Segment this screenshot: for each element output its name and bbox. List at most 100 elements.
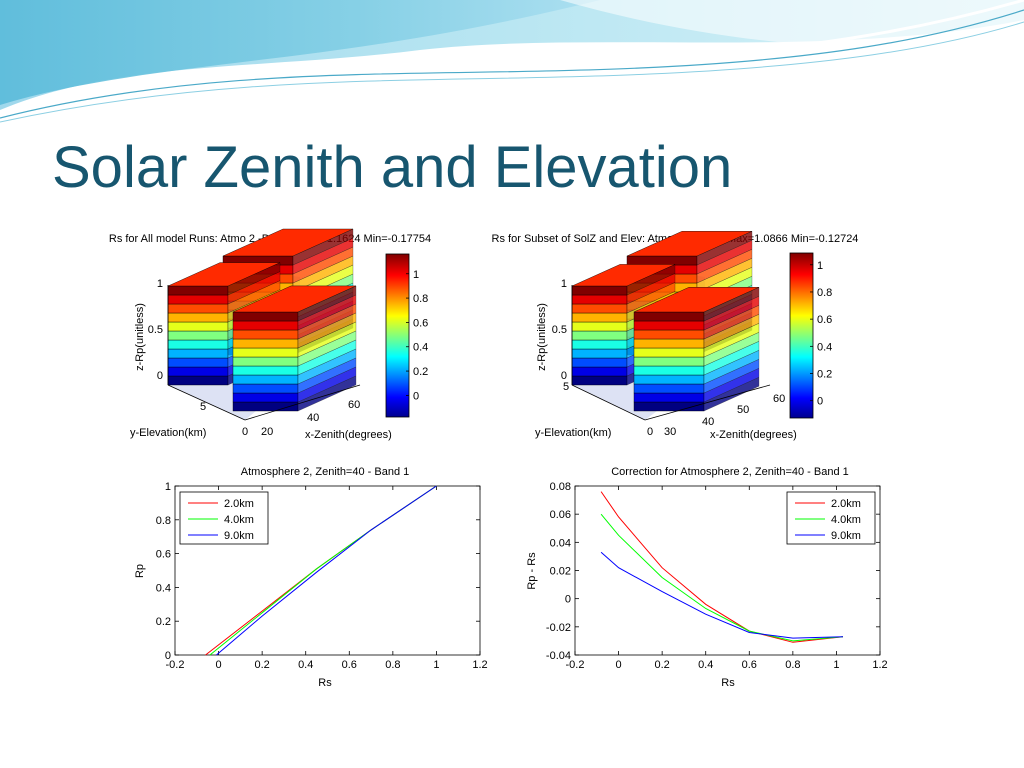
x-tick: 0.6 xyxy=(742,659,757,671)
y-tick: 0.8 xyxy=(156,515,171,527)
panel-line-correction: Correction for Atmosphere 2, Zenith=40 -… xyxy=(526,466,888,689)
bar-segment xyxy=(232,356,299,367)
colorbar-tick: 0.6 xyxy=(413,317,428,329)
chart-title: Atmosphere 2, Zenith=40 - Band 1 xyxy=(241,466,409,478)
x-axis-label: x-Zenith(degrees) xyxy=(710,429,797,441)
colorbar-tick: 0.8 xyxy=(817,287,832,299)
y-tick: -0.02 xyxy=(546,622,571,634)
y-tick: 0 xyxy=(647,426,653,438)
colorbar-tick: 1 xyxy=(817,260,823,272)
x-tick: 40 xyxy=(702,416,714,428)
z-tick: 0.5 xyxy=(148,324,163,336)
bar-segment xyxy=(571,348,628,359)
bar-segment xyxy=(633,329,705,340)
panel-3d-subset: Rs for Subset of SolZ and Elev: Atmo 2 -… xyxy=(492,231,858,441)
colorbar-tick: 0 xyxy=(413,390,419,402)
legend-label: 9.0km xyxy=(831,530,861,542)
chart-title: Correction for Atmosphere 2, Zenith=40 -… xyxy=(611,466,849,478)
bar-top xyxy=(167,262,281,287)
x-axis-label: Rs xyxy=(318,677,332,689)
bar-segment xyxy=(167,357,229,368)
x-axis-label: Rs xyxy=(721,677,735,689)
bar-segment xyxy=(232,311,299,322)
bar-segment xyxy=(571,321,628,332)
y-tick: 0 xyxy=(242,426,248,438)
x-tick: 0.8 xyxy=(785,659,800,671)
bar-segment xyxy=(167,339,229,350)
bar-segment xyxy=(571,375,628,386)
colorbar xyxy=(385,253,410,418)
bar-segment xyxy=(633,320,705,331)
bar-segment xyxy=(633,365,705,376)
bar-segment xyxy=(571,357,628,368)
colorbar-tick: 1 xyxy=(413,269,419,281)
bar-segment xyxy=(571,330,628,341)
bar-segment xyxy=(167,303,229,314)
bar-segment xyxy=(571,366,628,377)
bar-segment xyxy=(633,347,705,358)
x-axis-label: x-Zenith(degrees) xyxy=(305,429,392,441)
series-line xyxy=(600,513,844,642)
z-tick: 1 xyxy=(157,278,163,290)
series-line xyxy=(216,485,437,656)
legend-label: 4.0km xyxy=(831,514,861,526)
bar-segment xyxy=(633,338,705,349)
colorbar-tick: 0.2 xyxy=(413,366,428,378)
figure-canvas: Rs for All model Runs: Atmo 2 -Band 1 Ma… xyxy=(109,228,888,689)
x-tick: 0.2 xyxy=(654,659,669,671)
y-tick: 0.4 xyxy=(156,582,171,594)
x-tick: 1.2 xyxy=(872,659,887,671)
bar-segment xyxy=(167,330,229,341)
bar-segment xyxy=(167,321,229,332)
bar-segment xyxy=(167,285,229,296)
y-axis-label: y-Elevation(km) xyxy=(130,427,206,439)
x-tick: 0.8 xyxy=(385,659,400,671)
plot-area: -0.2 0 0.2 0.4 0.6 0.8 1 1.2 -0.04 -0.02 0 0.02 0.04… xyxy=(546,481,888,671)
y-axis-label: Rp - Rs xyxy=(526,552,538,590)
bar-segment xyxy=(633,374,705,385)
bar3d-cells xyxy=(167,228,357,412)
y-axis-label: Rp xyxy=(134,564,146,578)
bar-segment xyxy=(232,320,299,331)
bar-segment xyxy=(232,338,299,349)
plot-area: -0.2 0 0.2 0.4 0.6 0.8 1 1.200.20.40.60.812.0km… xyxy=(156,481,488,671)
legend-label: 9.0km xyxy=(224,530,254,542)
bar-segment xyxy=(633,311,705,322)
x-tick: 60 xyxy=(773,393,785,405)
bar-segment xyxy=(633,356,705,367)
bar-top xyxy=(222,228,354,257)
bar-segment xyxy=(232,347,299,358)
colorbar-tick: 0.8 xyxy=(413,293,428,305)
y-tick: 0 xyxy=(165,650,171,662)
bar-segment xyxy=(232,374,299,385)
colorbar-tick: 0.6 xyxy=(817,314,832,326)
y-tick: 0.04 xyxy=(550,537,571,549)
y-tick: 0.6 xyxy=(156,549,171,561)
y-tick: 0.2 xyxy=(156,616,171,628)
z-tick: 0.5 xyxy=(552,324,567,336)
y-tick: 5 xyxy=(200,401,206,413)
x-tick: 20 xyxy=(261,426,273,438)
bar-segment xyxy=(633,383,705,394)
bar-segment xyxy=(571,294,628,305)
z-axis-label: z-Rp(unitless) xyxy=(134,303,146,371)
x-tick: -0.2 xyxy=(566,659,585,671)
bar3d-shape xyxy=(167,228,361,421)
bar-segment xyxy=(571,303,628,314)
legend-label: 4.0km xyxy=(224,514,254,526)
y-tick: 0 xyxy=(565,594,571,606)
colorbar-ticks: 0 0.2 0.4 0.6 0.8 1 xyxy=(810,260,832,408)
panel-3d-all-runs: Rs for All model Runs: Atmo 2 -Band 1 Ma… xyxy=(109,228,431,441)
x-tick: 60 xyxy=(348,399,360,411)
figure-panel: Rs for All model Runs: Atmo 2 -Band 1 Ma… xyxy=(55,215,970,710)
z-tick: 0 xyxy=(561,370,567,382)
x-tick: 50 xyxy=(737,404,749,416)
y-tick: 0.06 xyxy=(550,509,571,521)
x-tick: 1.2 xyxy=(472,659,487,671)
bar-top xyxy=(626,231,753,257)
bar-segment xyxy=(232,329,299,340)
x-tick: 0.4 xyxy=(298,659,313,671)
colorbar-tick: 0.2 xyxy=(817,369,832,381)
colorbar-tick: 0 xyxy=(817,396,823,408)
series-line xyxy=(600,551,844,639)
